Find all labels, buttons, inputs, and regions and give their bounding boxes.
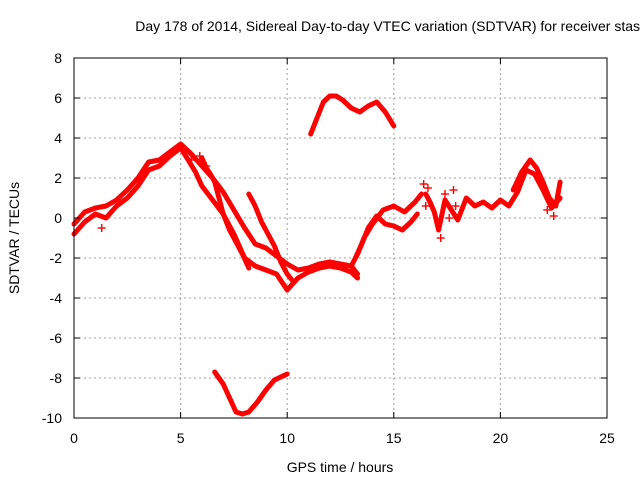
- series-track-e: [348, 191, 424, 269]
- y-tick-label: 2: [54, 170, 62, 186]
- plus-marker: [449, 186, 458, 194]
- plus-marker: [423, 184, 432, 192]
- plot-frame: [73, 57, 608, 419]
- y-tick-label: 0: [54, 210, 62, 226]
- plus-marker: [436, 234, 445, 242]
- x-axis-label: GPS time / hours: [287, 459, 394, 475]
- points-layer: [97, 152, 558, 242]
- y-axis-label: SDTVAR / TECUs: [6, 182, 22, 294]
- series-track-j: [510, 157, 563, 209]
- series-track-f: [352, 211, 420, 261]
- series-track-d: [246, 191, 297, 285]
- plus-marker: [419, 180, 428, 188]
- y-tick-label: -8: [50, 370, 63, 386]
- grid: [74, 58, 607, 418]
- plus-marker: [140, 170, 149, 178]
- plus-marker: [421, 202, 430, 210]
- y-tick-label: 8: [54, 50, 62, 66]
- chart-title: Day 178 of 2014, Sidereal Day-to-day VTE…: [135, 18, 640, 34]
- x-tick-label: 10: [279, 430, 295, 446]
- series-track-a: [71, 145, 361, 293]
- plus-marker: [543, 206, 552, 214]
- y-tick-label: 4: [54, 130, 62, 146]
- series-track-c: [199, 155, 252, 271]
- plus-marker: [195, 152, 204, 160]
- plus-marker: [445, 214, 454, 222]
- y-tick-label: 6: [54, 90, 62, 106]
- series-track-i: [423, 167, 563, 233]
- plus-marker: [187, 156, 196, 164]
- plus-marker: [440, 190, 449, 198]
- plus-marker: [549, 212, 558, 220]
- x-tick-label: 5: [177, 430, 185, 446]
- y-tick-label: -2: [50, 250, 63, 266]
- plus-marker: [202, 162, 211, 170]
- x-tick-label: 15: [386, 430, 402, 446]
- plus-marker: [451, 202, 460, 210]
- y-tick-label: -10: [42, 410, 62, 426]
- y-tick-label: -4: [50, 290, 63, 306]
- x-tick-label: 25: [599, 430, 615, 446]
- y-tick-label: -6: [50, 330, 63, 346]
- series-track-g: [308, 93, 397, 137]
- series-track-h: [212, 369, 290, 417]
- x-tick-label: 0: [70, 430, 78, 446]
- x-tick-label: 20: [493, 430, 509, 446]
- plus-marker: [97, 224, 106, 232]
- series-layer: [71, 93, 563, 417]
